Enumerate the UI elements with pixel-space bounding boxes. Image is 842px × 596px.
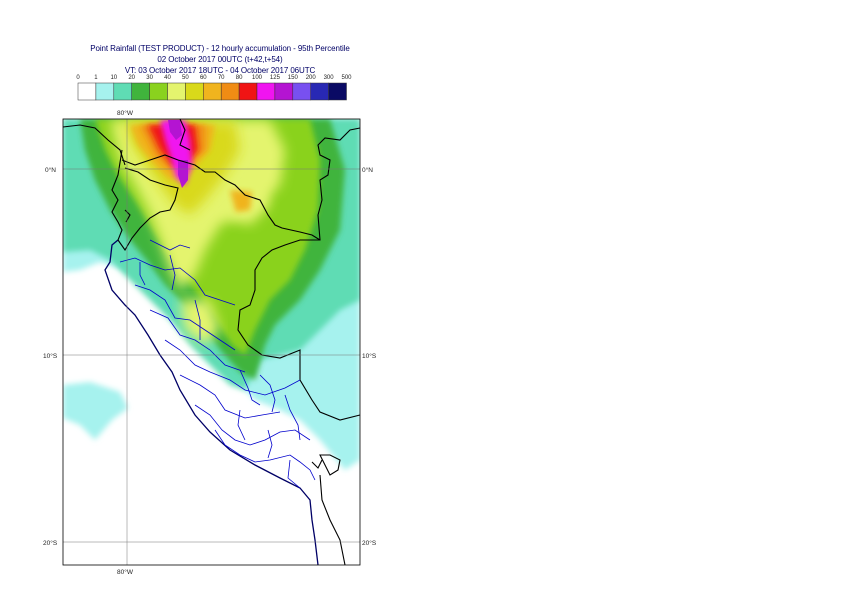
legend-threshold-2: 10 [110,75,117,81]
legend-threshold-10: 100 [252,75,263,81]
national-borders [62,118,361,566]
color-legend: 0 1 10 20 30 40 50 60 70 80 100 125 150 200 300 500 [76,75,352,101]
lat-label-right-10: 10°S [362,352,377,360]
graticule [63,119,360,565]
legend-threshold-4: 30 [146,75,153,81]
rainfall-field [63,119,360,565]
lat-label-left-10: 10°S [43,352,58,360]
legend-threshold-3: 20 [128,75,135,81]
lat-label-left-0: 0°N [45,166,56,174]
lon-label-bottom: 80°W [117,568,134,576]
lat-label-right-20: 20°S [362,539,377,547]
chart-title-block: Point Rainfall (TEST PRODUCT) - 12 hourl… [40,43,400,76]
legend-threshold-13: 200 [306,75,317,81]
legend-threshold-15: 500 [341,75,352,81]
product-title: Point Rainfall (TEST PRODUCT) - 12 hourl… [90,44,350,53]
coastline [104,239,319,566]
lat-label-right-0: 0°N [362,166,373,174]
base-time: 02 October 2017 00UTC (t+42,t+54) [157,55,283,64]
legend-threshold-5: 40 [164,75,171,81]
legend-threshold-14: 300 [324,75,335,81]
legend-threshold-12: 150 [288,75,299,81]
legend-threshold-6: 50 [182,75,189,81]
legend-threshold-7: 60 [200,75,207,81]
legend-threshold-1: 1 [94,75,98,81]
legend-swatch-14 [328,82,347,101]
lat-label-left-20: 20°S [43,539,58,547]
valid-time: VT: 03 October 2017 18UTC - 04 October 2… [124,66,316,75]
legend-threshold-8: 70 [218,75,225,81]
legend-threshold-11: 125 [270,75,281,81]
legend-threshold-9: 80 [236,75,243,81]
lon-label-top: 80°W [117,109,134,117]
legend-threshold-0: 0 [76,75,80,81]
map-frame [62,118,361,566]
